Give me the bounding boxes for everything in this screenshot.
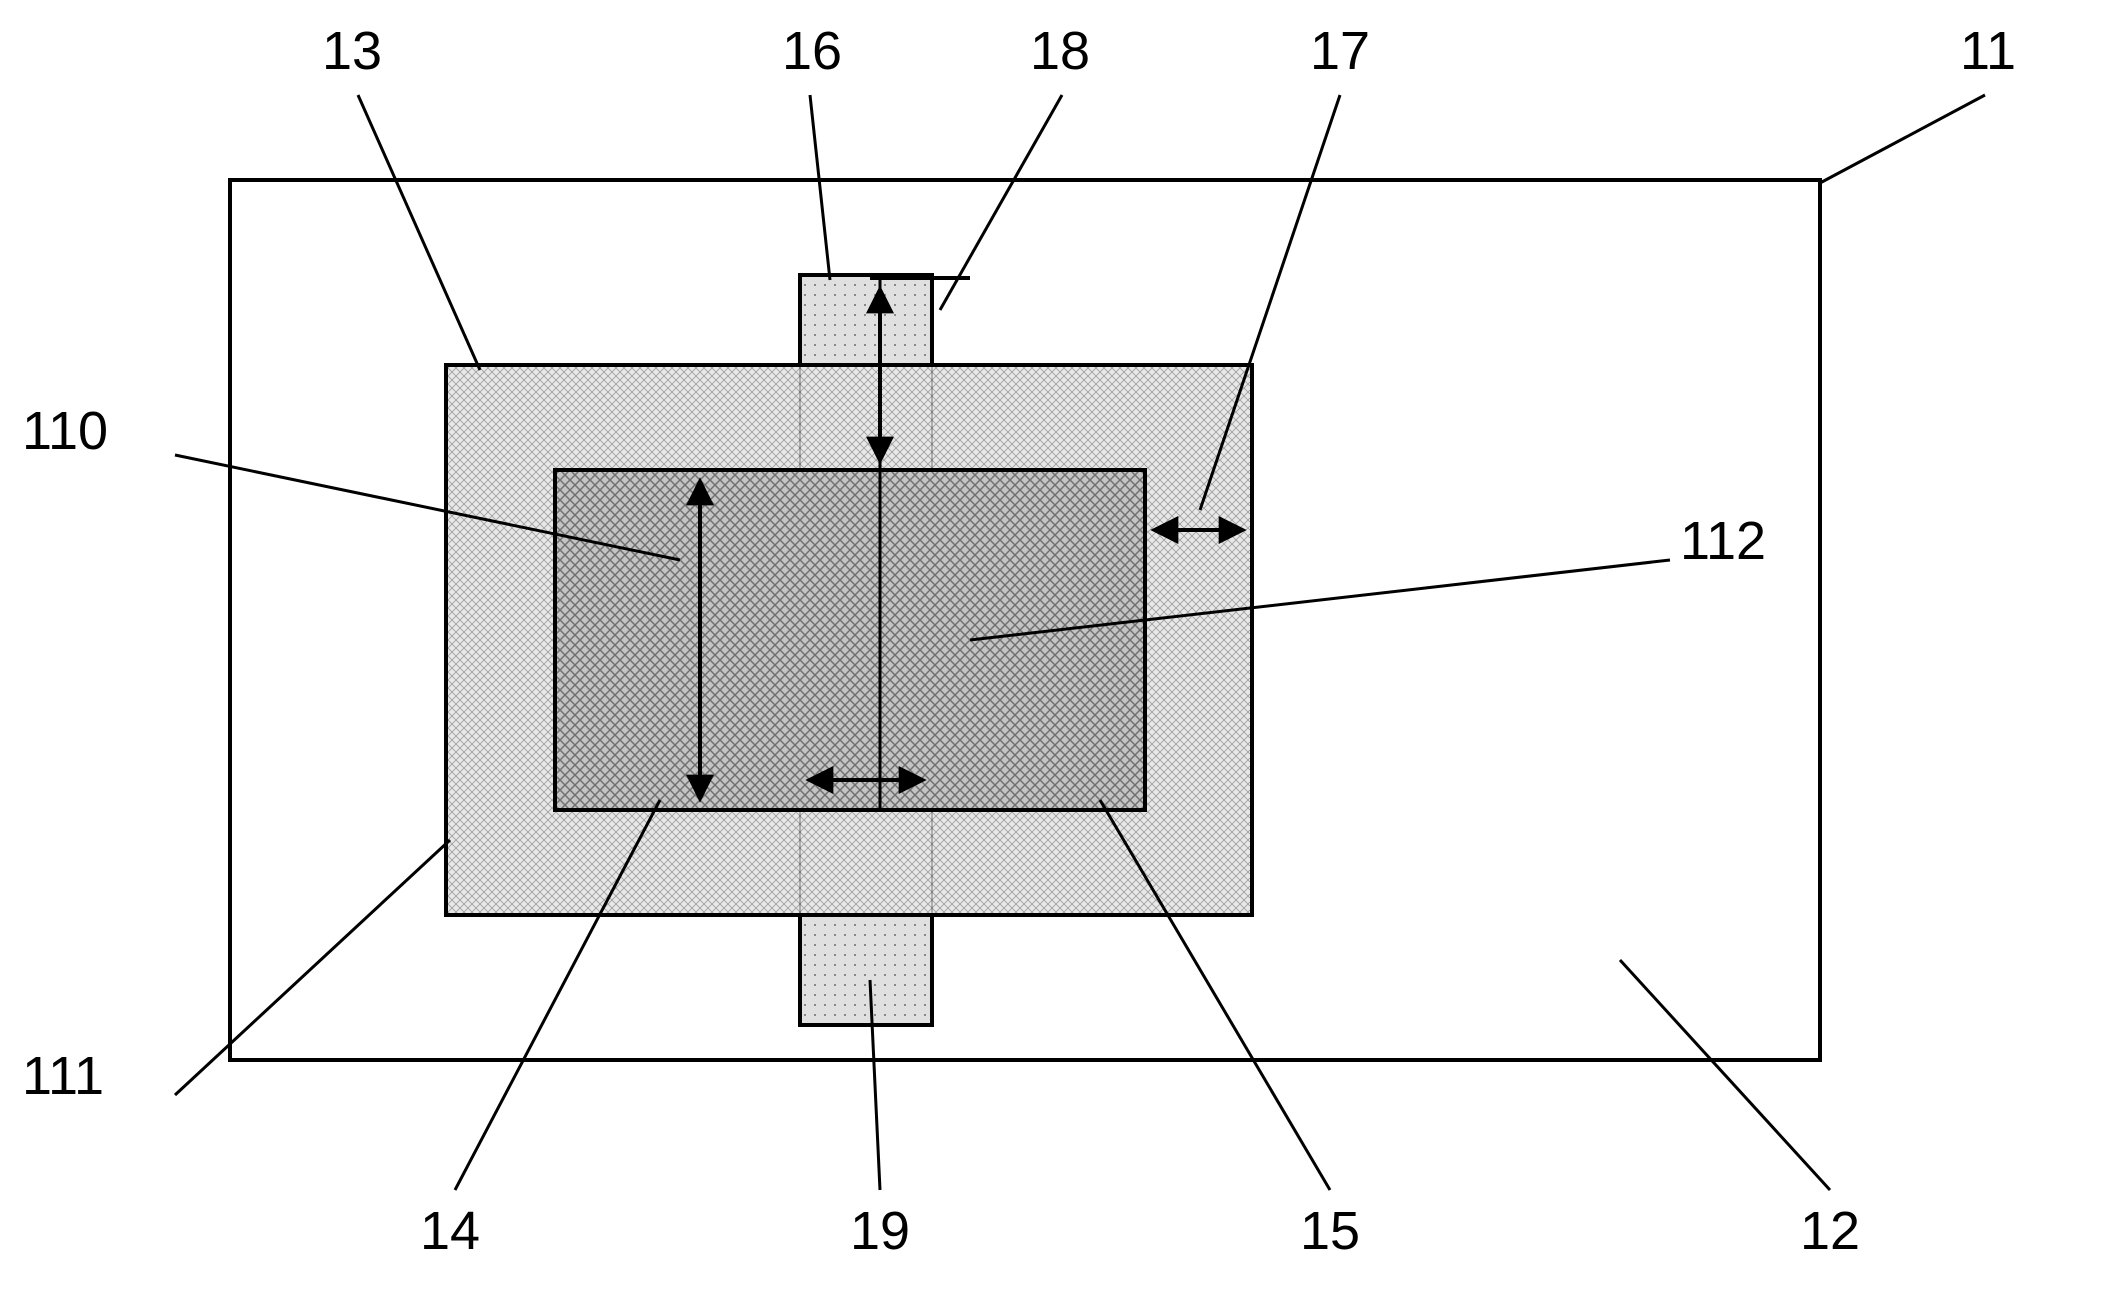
label-13: 13 xyxy=(322,20,382,82)
vertical-strip-top xyxy=(800,275,932,365)
label-110: 110 xyxy=(22,400,108,462)
label-12: 12 xyxy=(1800,1200,1860,1262)
label-16: 16 xyxy=(782,20,842,82)
label-111: 111 xyxy=(22,1045,104,1107)
diagram-canvas: 13 16 18 17 11 110 112 111 14 19 15 12 xyxy=(0,0,2118,1292)
vertical-strip-bottom xyxy=(800,915,932,1025)
inner-rect xyxy=(555,470,1145,810)
label-18: 18 xyxy=(1030,20,1090,82)
label-15: 15 xyxy=(1300,1200,1360,1262)
leader-11 xyxy=(1820,95,1985,183)
diagram-svg xyxy=(0,0,2118,1292)
label-11: 11 xyxy=(1960,20,2016,82)
label-17: 17 xyxy=(1310,20,1370,82)
label-112: 112 xyxy=(1680,510,1766,572)
label-19: 19 xyxy=(850,1200,910,1262)
label-14: 14 xyxy=(420,1200,480,1262)
